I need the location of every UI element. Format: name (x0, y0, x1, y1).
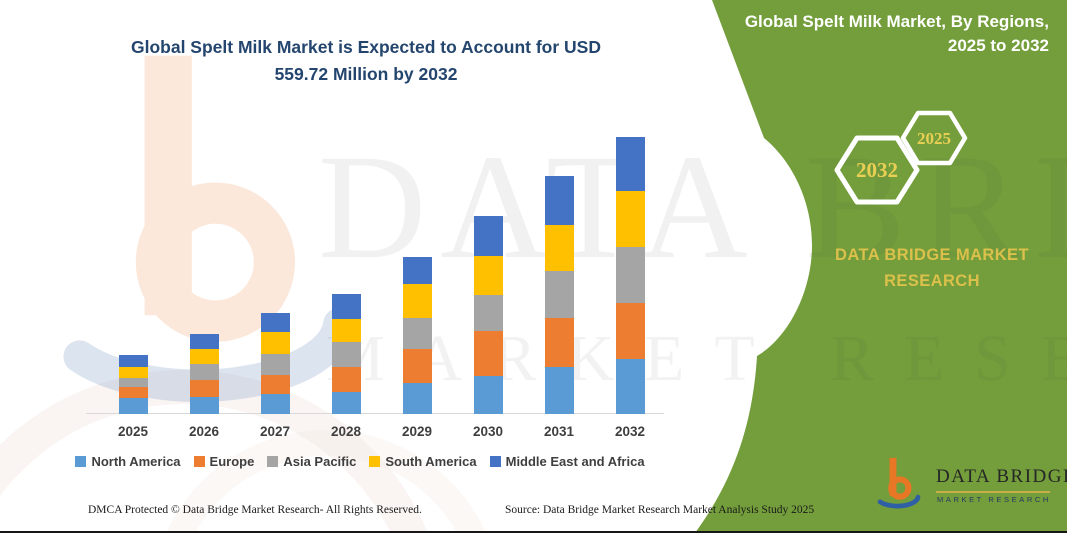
logo-wordmark: DATA BRIDGE (936, 466, 1067, 487)
bar-segment-2027-north-america (260, 394, 290, 414)
bar-segment-2026-middle-east-and-africa (189, 334, 219, 350)
chart-title-line1: Global Spelt Milk Market is Expected to … (131, 37, 601, 57)
hexagon-2025-label: 2025 (917, 129, 951, 148)
legend-label: Asia Pacific (283, 454, 357, 469)
x-axis-line (86, 413, 664, 414)
bar-2030 (473, 216, 503, 414)
bar-2026 (189, 334, 219, 414)
bar-segment-2028-europe (331, 367, 361, 392)
bar-segment-2029-asia-pacific (402, 318, 432, 350)
bar-segment-2027-south-america (260, 331, 290, 354)
x-axis-label-2032: 2032 (614, 424, 646, 439)
data-bridge-logo-icon (877, 457, 921, 509)
legend-label: Middle East and Africa (505, 454, 645, 469)
bar-segment-2030-europe (473, 330, 503, 377)
bar-segment-2027-europe (260, 375, 290, 394)
bar-segment-2029-middle-east-and-africa (402, 256, 432, 285)
bar-2032 (615, 136, 645, 414)
legend-label: North America (91, 454, 181, 469)
bottom-border-line (0, 531, 1067, 533)
x-axis-label-2027: 2027 (259, 424, 291, 439)
x-axis-label-2031: 2031 (543, 424, 575, 439)
bar-segment-2032-north-america (615, 359, 645, 414)
bar-2025 (118, 354, 148, 414)
legend-label: Europe (209, 454, 255, 469)
hexagon-2032-label: 2032 (856, 158, 898, 182)
bar-segment-2028-asia-pacific (331, 341, 361, 368)
bar-segment-2031-middle-east-and-africa (544, 176, 574, 226)
watermark-text-line1: DATA BRIDGE (318, 124, 1067, 290)
legend-item-middle-east-and-africa: Middle East and Africa (489, 454, 645, 469)
bar-2031 (544, 176, 574, 414)
bar-segment-2032-asia-pacific (615, 247, 645, 303)
chart-title: Global Spelt Milk Market is Expected to … (80, 34, 652, 88)
x-axis-label-2025: 2025 (117, 424, 149, 439)
bar-segment-2030-asia-pacific (473, 294, 503, 331)
bar-segment-2031-asia-pacific (544, 271, 574, 318)
legend-swatch (369, 456, 381, 467)
bar-2027 (260, 313, 290, 414)
bar-segment-2031-north-america (544, 367, 574, 414)
bar-segment-2025-middle-east-and-africa (118, 354, 148, 367)
legend-swatch (75, 456, 87, 467)
bar-2028 (331, 294, 361, 414)
bar-segment-2030-south-america (473, 256, 503, 295)
bar-segment-2025-asia-pacific (118, 378, 148, 388)
bar-segment-2028-north-america (331, 391, 361, 414)
footer-source-text: Source: Data Bridge Market Research Mark… (505, 504, 815, 516)
chart-title-line2: 559.72 Million by 2032 (274, 64, 458, 84)
bar-segment-2032-europe (615, 302, 645, 360)
bar-segment-2025-north-america (118, 398, 148, 414)
x-axis-label-2030: 2030 (472, 424, 504, 439)
watermark-text-line2: MARKET RESEARCH (326, 322, 1067, 395)
bar-segment-2028-middle-east-and-africa (331, 294, 361, 320)
bar-segment-2026-north-america (189, 397, 219, 414)
legend-label: South America (385, 454, 477, 469)
bar-segment-2031-europe (544, 317, 574, 368)
brand-name-line2: RESEARCH (884, 272, 980, 290)
bar-segment-2025-europe (118, 387, 148, 399)
bar-segment-2029-south-america (402, 284, 432, 319)
legend-item-europe: Europe (193, 454, 255, 469)
data-bridge-logo-watermark (63, 55, 356, 402)
chart-legend: North America Europe Asia Pacific South Ame… (45, 454, 675, 469)
legend-item-south-america: South America (369, 454, 477, 469)
bar-segment-2025-south-america (118, 366, 148, 379)
bar-segment-2029-north-america (402, 383, 432, 414)
bar-segment-2026-south-america (189, 349, 219, 365)
panel-heading: Global Spelt Milk Market, By Regions, 20… (709, 10, 1049, 58)
x-axis-label-2026: 2026 (188, 424, 220, 439)
logo-subtext: MARKET RESEARCH (937, 495, 1051, 504)
brand-name-line1: DATA BRIDGE MARKET (835, 246, 1029, 264)
legend-item-north-america: North America (75, 454, 181, 469)
bar-segment-2027-middle-east-and-africa (260, 313, 290, 332)
legend-swatch (489, 456, 501, 467)
bar-segment-2027-asia-pacific (260, 354, 290, 375)
bar-segment-2030-middle-east-and-africa (473, 216, 503, 257)
x-axis-label-2028: 2028 (330, 424, 362, 439)
panel-heading-line2: 2025 to 2032 (947, 36, 1049, 55)
bar-segment-2026-europe (189, 380, 219, 398)
legend-item-asia-pacific: Asia Pacific (267, 454, 356, 469)
panel-heading-line1: Global Spelt Milk Market, By Regions, (744, 12, 1049, 31)
logo-underline (936, 491, 1050, 493)
bar-segment-2028-south-america (331, 319, 361, 342)
bar-segment-2029-europe (402, 349, 432, 384)
bar-segment-2032-south-america (615, 191, 645, 248)
bar-segment-2031-south-america (544, 225, 574, 272)
brand-name-text: DATA BRIDGE MARKET RESEARCH (800, 242, 1064, 294)
hexagon-2032-badge: 2032 (834, 135, 920, 205)
x-axis-label-2029: 2029 (401, 424, 433, 439)
bar-segment-2030-north-america (473, 376, 503, 414)
hexagon-2025-badge: 2025 (900, 110, 968, 166)
bar-2029 (402, 256, 432, 414)
bar-segment-2032-middle-east-and-africa (615, 136, 645, 192)
footer-dmca-text: DMCA Protected © Data Bridge Market Rese… (88, 504, 422, 516)
legend-swatch (267, 456, 279, 467)
legend-swatch (193, 456, 205, 467)
bar-segment-2026-asia-pacific (189, 364, 219, 381)
